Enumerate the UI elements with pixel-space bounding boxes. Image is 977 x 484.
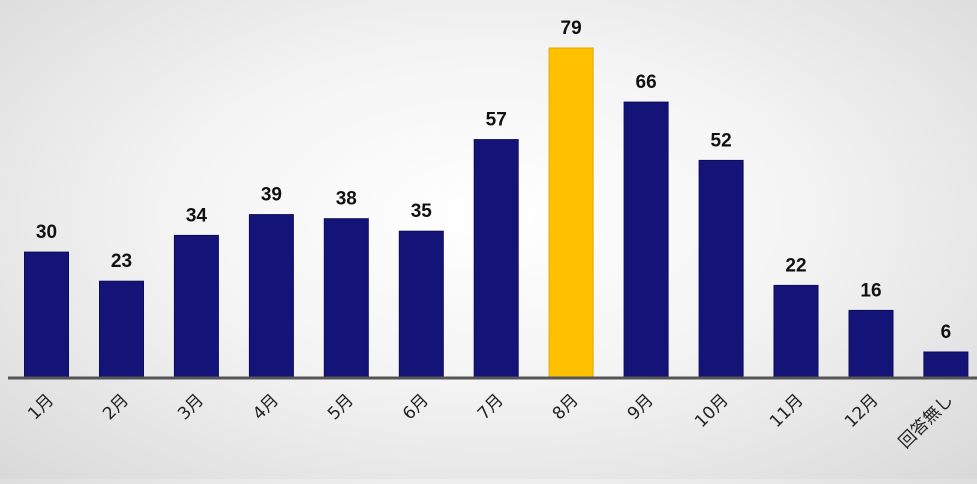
tick-label-cat-6: 6月 (399, 390, 433, 424)
data-label-cat-2: 23 (111, 251, 132, 272)
tick-label-cat-11: 11月 (766, 390, 807, 431)
data-label-cat-12: 16 (860, 280, 881, 301)
bar-cat-3 (173, 234, 219, 378)
bar-cat-10 (698, 159, 744, 378)
tick-label-cat-9: 9月 (624, 390, 658, 424)
bars-layer (24, 47, 969, 378)
data-label-cat-5: 38 (336, 189, 357, 210)
data-label-cat-11: 22 (785, 255, 806, 276)
bar-cat-7 (473, 139, 519, 378)
tick-labels-layer: 1月 2月 3月 4月 5月 6月 7月 8月 9月 10月 11月 12月 回答無し (24, 390, 957, 452)
tick-label-cat-2: 2月 (99, 390, 133, 424)
bar-cat-13 (923, 351, 969, 378)
bar-cat-4 (248, 214, 294, 378)
data-label-cat-4: 39 (261, 185, 282, 206)
tick-label-cat-8: 8月 (549, 390, 583, 424)
tick-label-cat-7: 7月 (474, 390, 508, 424)
bar-cat-1 (24, 251, 69, 378)
bar-cat-8 (548, 47, 594, 378)
data-label-cat-8: 79 (561, 18, 582, 39)
value-labels-layer: 30 23 34 39 38 35 57 79 66 52 22 16 6 (36, 18, 951, 343)
tick-label-cat-4: 4月 (249, 390, 283, 424)
tick-label-cat-12: 12月 (841, 390, 882, 431)
tick-label-cat-13: 回答無し (895, 390, 957, 452)
data-label-cat-3: 34 (186, 205, 208, 226)
data-label-cat-10: 52 (711, 130, 732, 151)
data-label-cat-1: 30 (36, 222, 57, 243)
data-label-cat-6: 35 (411, 201, 433, 222)
bar-cat-12 (848, 309, 894, 378)
bar-cat-5 (323, 218, 369, 378)
data-label-cat-7: 57 (486, 110, 507, 131)
bar-cat-2 (99, 280, 144, 378)
bar-cat-6 (398, 230, 444, 378)
bar-cat-9 (623, 101, 669, 378)
tick-label-cat-10: 10月 (691, 390, 732, 431)
bar-cat-11 (773, 284, 819, 378)
data-label-cat-13: 6 (941, 322, 952, 343)
tick-label-cat-3: 3月 (174, 390, 208, 424)
data-label-cat-9: 66 (636, 72, 657, 93)
tick-label-cat-1: 1月 (24, 390, 58, 424)
tick-label-cat-5: 5月 (324, 390, 358, 424)
